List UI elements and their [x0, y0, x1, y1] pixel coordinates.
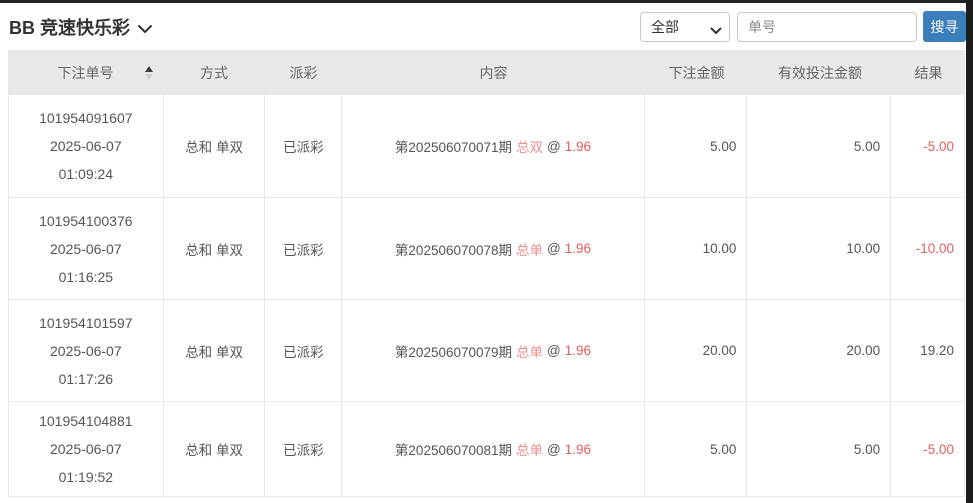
cell-bet-amount: 10.00: [645, 198, 748, 299]
cell-valid-amount: 20.00: [747, 300, 892, 401]
cell-valid-amount: 5.00: [747, 402, 892, 496]
cell-method: 总和 单双: [164, 198, 266, 299]
cell-content: 第202506070079期 总单 @ 1.96: [342, 300, 645, 401]
content-pick: 总单: [516, 344, 544, 360]
order-date: 2025-06-07: [50, 342, 122, 359]
table-body: 101954091607 2025-06-07 01:09:24 总和 单双 已…: [8, 95, 965, 497]
content-pick: 总双: [516, 140, 544, 155]
content-odds: 1.96: [564, 441, 592, 457]
table-header-row: 下注单号 方式 派彩 内容 下注金额 有效投注金额 结果: [8, 50, 965, 95]
window-right-edge: [966, 0, 973, 503]
cell-content: 第202506070078期 总单 @ 1.96: [342, 198, 645, 299]
order-id: 101954104881: [39, 413, 133, 429]
order-date: 2025-06-07: [50, 441, 122, 457]
content-pick: 总单: [516, 242, 544, 258]
titlebar: BB 竞速快乐彩 全部 搜寻: [0, 3, 966, 50]
content-odds: 1.96: [564, 138, 592, 154]
content-period: 第202506070071期: [394, 140, 513, 155]
bet-records-table: 下注单号 方式 派彩 内容 下注金额 有效投注金额 结果 10195409160…: [8, 50, 965, 497]
cell-payout-status: 已派彩: [265, 402, 343, 496]
header-order-number[interactable]: 下注单号: [8, 50, 163, 95]
header-payout: 派彩: [289, 64, 318, 81]
filter-select-wrap: 全部: [640, 12, 730, 42]
order-time: 01:19:52: [58, 469, 114, 485]
order-time: 01:16:25: [58, 268, 114, 285]
cell-payout-status: 已派彩: [265, 198, 343, 299]
page-title-label: BB 竞速快乐彩: [9, 18, 130, 38]
cell-method: 总和 单双: [164, 300, 266, 401]
cell-order: 101954091607 2025-06-07 01:09:24: [9, 95, 164, 197]
content-at-sign: @: [547, 441, 561, 457]
header-order-label: 下注单号: [57, 64, 114, 81]
header-method: 方式: [200, 64, 228, 81]
cell-method: 总和 单双: [164, 95, 266, 197]
order-time: 01:17:26: [58, 370, 114, 387]
order-date: 2025-06-07: [50, 138, 122, 154]
cell-result: -5.00: [923, 441, 954, 457]
content-pick: 总单: [516, 443, 544, 458]
cell-content: 第202506070071期 总双 @ 1.96: [342, 95, 645, 197]
cell-payout-status: 已派彩: [265, 95, 343, 197]
search-button[interactable]: 搜寻: [923, 11, 966, 42]
cell-bet-amount: 5.00: [645, 402, 748, 496]
cell-result: -10.00: [915, 241, 954, 256]
content-odds: 1.96: [564, 241, 592, 256]
content-at-sign: @: [547, 343, 561, 358]
content-period: 第202506070079期: [394, 344, 513, 360]
sort-desc-icon: [145, 73, 153, 80]
page-title[interactable]: BB 竞速快乐彩: [9, 12, 153, 42]
cell-valid-amount: 5.00: [747, 95, 892, 197]
table-row: 101954101597 2025-06-07 01:17:26 总和 单双 已…: [9, 300, 964, 402]
header-bet-amount: 下注金额: [668, 64, 725, 81]
cell-bet-amount: 5.00: [645, 95, 748, 197]
content-period: 第202506070078期: [394, 242, 513, 258]
order-id: 101954091607: [39, 110, 133, 126]
window-top-edge: [0, 0, 973, 3]
order-date: 2025-06-07: [50, 240, 122, 257]
filter-select[interactable]: 全部: [640, 12, 730, 42]
table-row: 101954091607 2025-06-07 01:09:24 总和 单双 已…: [9, 95, 964, 198]
cell-result: 19.20: [920, 343, 954, 358]
order-number-search-input[interactable]: [737, 12, 917, 42]
order-id: 101954101597: [39, 314, 133, 331]
sort-icon[interactable]: [145, 65, 153, 80]
table-row: 101954100376 2025-06-07 01:16:25 总和 单双 已…: [9, 198, 964, 300]
cell-result: -5.00: [923, 138, 954, 154]
cell-order: 101954104881 2025-06-07 01:19:52: [9, 402, 164, 496]
cell-content: 第202506070081期 总单 @ 1.96: [342, 402, 645, 496]
content-at-sign: @: [547, 241, 561, 256]
cell-valid-amount: 10.00: [747, 198, 892, 299]
sort-asc-icon: [145, 65, 153, 72]
content-odds: 1.96: [564, 343, 592, 358]
cell-bet-amount: 20.00: [645, 300, 748, 401]
header-valid-amount: 有效投注金额: [778, 64, 862, 81]
chevron-down-icon[interactable]: [137, 24, 153, 34]
header-result: 结果: [914, 64, 943, 81]
table-row: 101954104881 2025-06-07 01:19:52 总和 单双 已…: [9, 402, 964, 497]
header-content: 内容: [479, 64, 508, 81]
cell-order: 101954101597 2025-06-07 01:17:26: [9, 300, 164, 401]
cell-order: 101954100376 2025-06-07 01:16:25: [9, 198, 164, 299]
order-id: 101954100376: [39, 212, 133, 229]
cell-payout-status: 已派彩: [265, 300, 343, 401]
order-time: 01:09:24: [58, 166, 114, 182]
content-period: 第202506070081期: [394, 443, 513, 458]
cell-method: 总和 单双: [164, 402, 266, 496]
content-at-sign: @: [547, 138, 561, 154]
